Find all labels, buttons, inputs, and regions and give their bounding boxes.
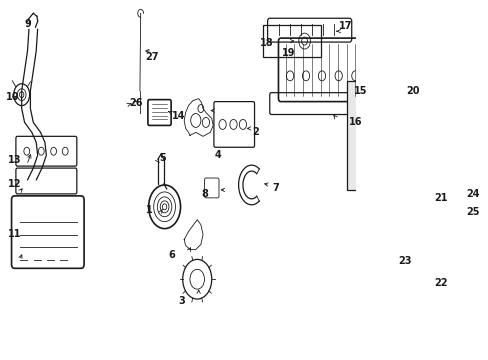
- Text: 1: 1: [146, 205, 152, 215]
- Text: 18: 18: [260, 38, 273, 48]
- Text: 15: 15: [354, 86, 367, 96]
- Text: 19: 19: [281, 48, 295, 58]
- Text: 27: 27: [145, 52, 159, 62]
- Text: 13: 13: [8, 155, 21, 165]
- Bar: [479, 123, 488, 165]
- Text: 25: 25: [465, 207, 479, 217]
- Text: 16: 16: [348, 117, 362, 127]
- Text: 7: 7: [272, 183, 278, 193]
- Text: 3: 3: [178, 296, 184, 306]
- Text: 9: 9: [24, 19, 31, 29]
- Text: 12: 12: [8, 179, 21, 189]
- Text: 4: 4: [214, 150, 221, 160]
- Text: 14: 14: [171, 111, 185, 121]
- Text: 21: 21: [433, 193, 447, 203]
- Text: 17: 17: [338, 21, 351, 31]
- Text: 11: 11: [8, 229, 21, 239]
- Text: 22: 22: [433, 278, 447, 288]
- Text: 8: 8: [201, 189, 207, 199]
- Text: 2: 2: [251, 127, 258, 138]
- Text: 26: 26: [129, 98, 143, 108]
- Text: 20: 20: [406, 86, 419, 96]
- Bar: [262, 25, 320, 57]
- Text: 23: 23: [397, 256, 410, 266]
- Text: 6: 6: [168, 251, 175, 260]
- Text: 10: 10: [6, 92, 20, 102]
- Text: 24: 24: [465, 189, 479, 199]
- Text: 5: 5: [159, 153, 165, 163]
- Bar: [346, 81, 412, 190]
